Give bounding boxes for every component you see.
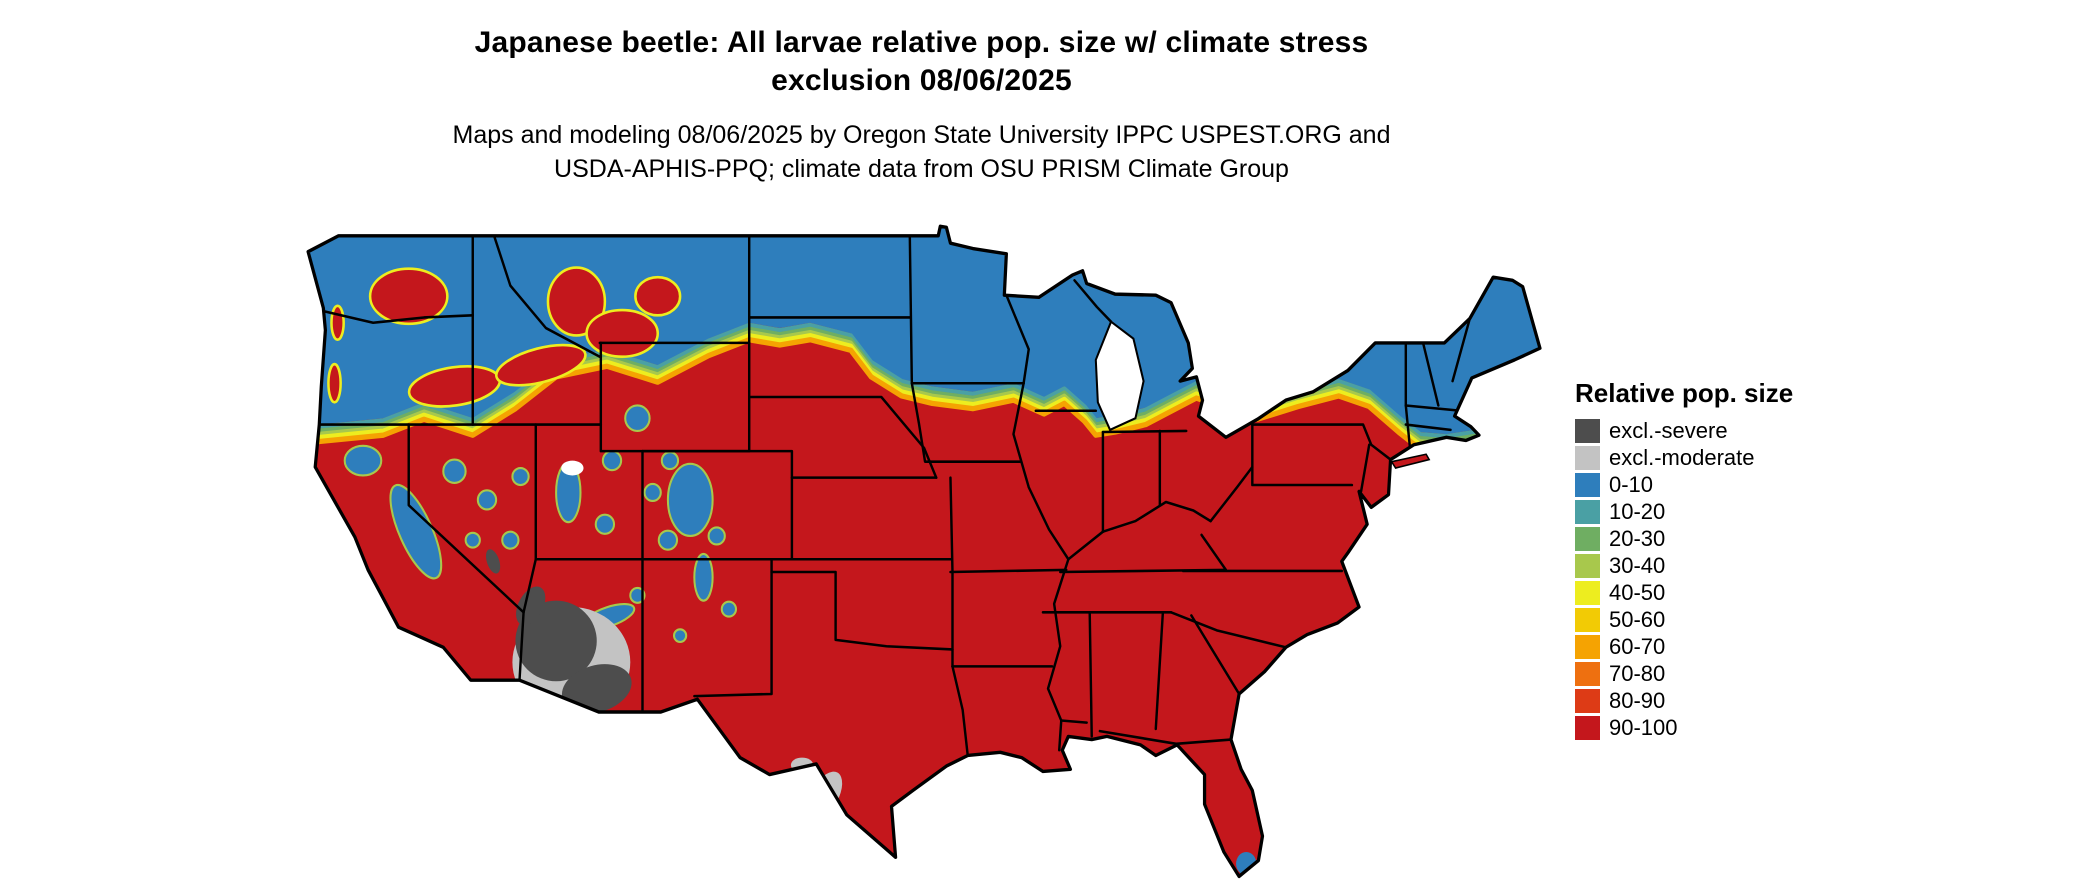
legend-swatch <box>1575 662 1600 686</box>
legend-item: 10-20 <box>1575 500 1875 524</box>
legend-swatch <box>1575 581 1600 605</box>
legend: Relative pop. size excl.-severe excl.-mod… <box>1575 378 1875 743</box>
legend-swatch <box>1575 716 1600 740</box>
legend-item-label: 30-40 <box>1609 553 1666 578</box>
legend-item: excl.-moderate <box>1575 446 1875 470</box>
long-island <box>1390 453 1431 469</box>
page-title-line1: Japanese beetle: All larvae relative pop… <box>474 26 1369 59</box>
legend-item: 70-80 <box>1575 662 1875 686</box>
legend-swatch <box>1575 635 1600 659</box>
legend-item-label: 0-10 <box>1609 472 1654 497</box>
legend-swatch <box>1575 689 1600 713</box>
page-title-line2: exclusion 08/06/2025 <box>771 64 1072 97</box>
legend-items: excl.-severe excl.-moderate 0-10 10-20 20-30… <box>1575 419 1875 740</box>
legend-item: 0-10 <box>1575 473 1875 497</box>
legend-item: 80-90 <box>1575 689 1875 713</box>
lake-michigan <box>1094 320 1145 432</box>
legend-swatch <box>1575 608 1600 632</box>
map-blue-patches-west <box>343 404 738 644</box>
legend-item-label: 10-20 <box>1609 499 1666 524</box>
great-salt-lake <box>561 460 584 476</box>
subtitle-line1: Maps and modeling 08/06/2025 by Oregon S… <box>452 121 1391 149</box>
legend-item: 50-60 <box>1575 608 1875 632</box>
map-red-patches-west <box>327 266 682 408</box>
legend-item-label: excl.-moderate <box>1609 445 1755 470</box>
legend-item: excl.-severe <box>1575 419 1875 443</box>
legend-swatch <box>1575 527 1600 551</box>
legend-item: 40-50 <box>1575 581 1875 605</box>
legend-swatch <box>1575 446 1600 470</box>
legend-swatch <box>1575 554 1600 578</box>
map-subtitle: Maps and modeling 08/06/2025 by Oregon S… <box>0 118 1843 186</box>
legend-swatch <box>1575 419 1600 443</box>
legend-title: Relative pop. size <box>1575 378 1794 408</box>
legend-item: 20-30 <box>1575 527 1875 551</box>
legend-swatch <box>1575 473 1600 497</box>
legend-item-label: 50-60 <box>1609 607 1666 632</box>
legend-item-label: 60-70 <box>1609 634 1666 659</box>
legend-item: 60-70 <box>1575 635 1875 659</box>
legend-item-label: 90-100 <box>1609 715 1678 740</box>
us-map-container <box>302 222 1542 892</box>
subtitle-line2: USDA-APHIS-PPQ; climate data from OSU PR… <box>554 155 1289 183</box>
legend-item-label: 40-50 <box>1609 580 1666 605</box>
legend-item-label: 70-80 <box>1609 661 1666 686</box>
state-borders <box>318 234 1472 757</box>
legend-item-label: 80-90 <box>1609 688 1666 713</box>
legend-item-label: 20-30 <box>1609 526 1666 551</box>
legend-item: 90-100 <box>1575 716 1875 740</box>
legend-item-label: excl.-severe <box>1609 418 1728 443</box>
legend-swatch <box>1575 500 1600 524</box>
map-header: Japanese beetle: All larvae relative pop… <box>0 24 1843 186</box>
us-map <box>306 224 1542 879</box>
legend-item: 30-40 <box>1575 554 1875 578</box>
